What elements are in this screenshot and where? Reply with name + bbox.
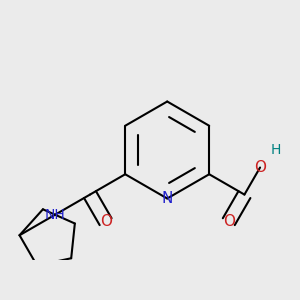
Text: N: N — [161, 191, 173, 206]
Text: H: H — [270, 143, 280, 157]
Text: O: O — [223, 214, 235, 229]
Text: NH: NH — [44, 208, 65, 222]
Text: O: O — [254, 160, 266, 175]
Text: O: O — [100, 214, 112, 229]
